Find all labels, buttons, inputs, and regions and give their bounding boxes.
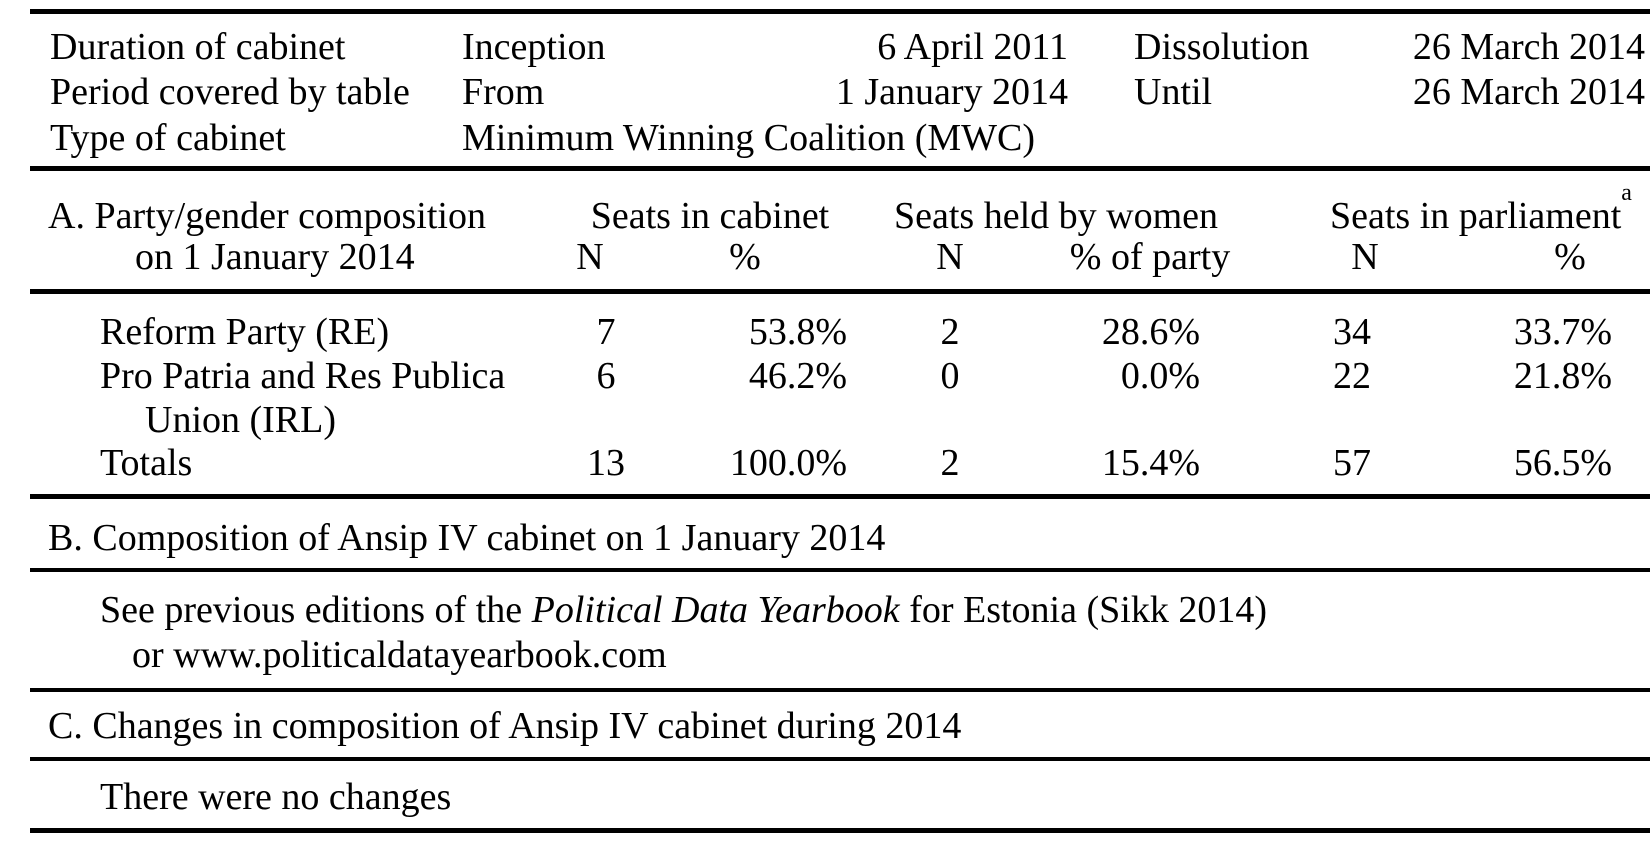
note-pre: See previous editions of the — [100, 589, 532, 631]
parliament-n: 34 — [1333, 311, 1371, 353]
dissolution-date: 26 March 2014 — [1412, 26, 1645, 68]
party-name-line2: Union (IRL) — [145, 399, 337, 441]
group-seats-cabinet-label: Seats in cabinet — [590, 195, 830, 237]
note-italic-title: Political Data Yearbook — [531, 589, 900, 631]
women-pct: 0.0% — [1120, 355, 1200, 397]
women-n-header: N — [936, 236, 964, 278]
rule-after-b-title — [30, 568, 1650, 572]
rule-after-col-heads — [30, 289, 1650, 294]
period-label: Period covered by table — [50, 71, 410, 113]
women-pct: 15.4% — [1101, 442, 1200, 484]
totals-label: Totals — [100, 442, 193, 484]
note-post: for Estonia (Sikk 2014) — [899, 589, 1267, 631]
parliament-n-header: N — [1351, 236, 1379, 278]
parliament-pct: 56.5% — [1513, 442, 1612, 484]
rule-bottom — [30, 828, 1650, 833]
cabinet-pct-header: % — [729, 236, 761, 278]
dissolution-label: Dissolution — [1134, 26, 1310, 68]
rule-after-b-note — [30, 688, 1650, 692]
parliament-n: 22 — [1333, 355, 1371, 397]
cabinet-pct: 100.0% — [729, 442, 847, 484]
rule-after-c-title — [30, 757, 1650, 761]
group-seats-parliament-label: Seats in parliamenta — [1330, 181, 1632, 238]
section-a-title-line1: A. Party/gender composition — [48, 195, 486, 237]
inception-label: Inception — [462, 26, 606, 68]
type-label: Type of cabinet — [50, 117, 286, 159]
section-b-note-line2: or www.politicaldatayearbook.com — [132, 634, 667, 676]
cabinet-n: 13 — [587, 442, 625, 484]
seats-parliament-text: Seats in parliament — [1330, 195, 1622, 237]
duration-label: Duration of cabinet — [50, 26, 346, 68]
section-b-title: B. Composition of Ansip IV cabinet on 1 … — [48, 517, 886, 559]
rule-top — [30, 9, 1650, 14]
from-label: From — [462, 71, 545, 113]
cabinet-n: 6 — [596, 355, 616, 397]
inception-date: 6 April 2011 — [877, 26, 1068, 68]
cabinet-pct: 46.2% — [748, 355, 847, 397]
cabinet-n-header: N — [576, 236, 604, 278]
women-n: 2 — [940, 442, 960, 484]
women-pct: 28.6% — [1101, 311, 1200, 353]
footnote-marker-a: a — [1621, 180, 1632, 207]
until-date: 26 March 2014 — [1412, 71, 1645, 113]
group-seats-women-label: Seats held by women — [893, 195, 1219, 237]
rule-after-totals — [30, 494, 1650, 499]
section-b-note-line1: See previous editions of the Political D… — [100, 588, 1267, 632]
parliament-pct-header: % — [1554, 236, 1586, 278]
from-date: 1 January 2014 — [835, 71, 1068, 113]
cabinet-pct: 53.8% — [748, 311, 847, 353]
parliament-pct: 21.8% — [1513, 355, 1612, 397]
section-c-title: C. Changes in composition of Ansip IV ca… — [48, 705, 962, 747]
party-name: Reform Party (RE) — [100, 311, 390, 353]
party-name: Pro Patria and Res Publica — [100, 355, 506, 397]
cabinet-n: 7 — [596, 311, 616, 353]
parliament-pct: 33.7% — [1513, 311, 1612, 353]
women-n: 0 — [940, 355, 960, 397]
section-c-note: There were no changes — [100, 776, 452, 818]
cabinet-type: Minimum Winning Coalition (MWC) — [462, 117, 1036, 159]
women-pct-header: % of party — [1069, 236, 1231, 278]
until-label: Until — [1134, 71, 1213, 113]
section-a-title-line2: on 1 January 2014 — [135, 236, 415, 278]
rule-after-header — [30, 166, 1650, 171]
parliament-n: 57 — [1333, 442, 1371, 484]
women-n: 2 — [940, 311, 960, 353]
